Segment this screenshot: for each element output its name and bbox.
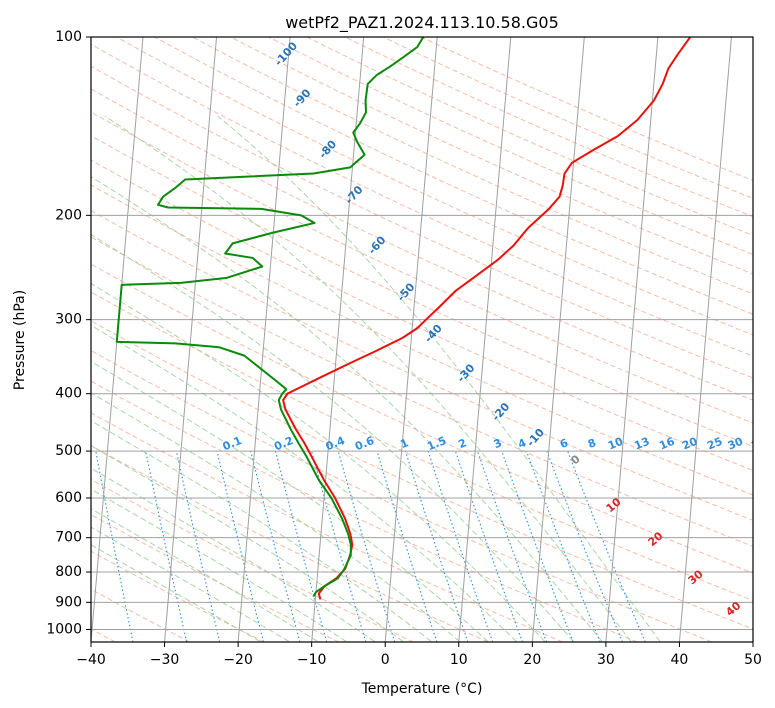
x-tick-label: 0 xyxy=(381,652,390,668)
mixing-ratio-label: 20 xyxy=(680,435,699,453)
dry-adiabat xyxy=(91,65,753,379)
dry-adiabat xyxy=(116,37,753,336)
axes: −40 −30 −20 −10 0 10 20 30 40 50 1000 900 800 700 600 5… xyxy=(46,29,762,668)
dry-adiabat xyxy=(192,37,753,295)
dewpoint-profile-line xyxy=(115,37,425,598)
x-tick-label: 30 xyxy=(597,652,615,668)
dry-adiabat xyxy=(91,380,638,642)
mixing-ratio-line xyxy=(250,450,301,642)
mixing-ratio-label: 13 xyxy=(632,435,651,453)
x-tick-label: −30 xyxy=(150,652,180,668)
dry-adiabat xyxy=(91,263,753,574)
plot-area: -100-90-80-70-60-50-40-30-20-10010203040… xyxy=(91,37,768,642)
x-tick-label: 50 xyxy=(744,652,762,668)
x-tick-label: 10 xyxy=(450,652,468,668)
mixing-ratio-label: 10 xyxy=(606,435,625,453)
mixing-ratio-label: 1 xyxy=(398,436,410,451)
x-tick-label: 20 xyxy=(523,652,541,668)
mixing-ratio-line xyxy=(145,450,188,642)
isotherm-gridline xyxy=(384,37,438,642)
moist-adiabat xyxy=(91,445,404,642)
x-tick-label: −40 xyxy=(76,652,106,668)
mixing-ratio-line xyxy=(311,450,367,642)
mixing-ratio-label: 8 xyxy=(586,436,598,451)
moist-adiabat xyxy=(91,360,489,642)
dry-adiabat xyxy=(91,291,753,602)
dry-adiabat xyxy=(91,43,753,357)
mixing-ratio-line xyxy=(216,450,265,642)
y-tick-label: 500 xyxy=(55,443,82,459)
mixing-ratio-label: 2 xyxy=(457,436,469,451)
temperature-profile-line xyxy=(282,37,692,600)
x-axis: −40 −30 −20 −10 0 10 20 30 40 50 xyxy=(76,642,762,668)
moist-adiabat xyxy=(91,324,517,642)
moist-adiabat xyxy=(91,488,347,642)
dry-adiabat xyxy=(91,349,712,642)
moist-adiabat xyxy=(217,115,661,642)
dry-adiabat xyxy=(91,184,753,496)
mixing-ratio-label: 36 xyxy=(749,435,768,453)
isobar-gridlines xyxy=(91,37,753,630)
moist-adiabat xyxy=(91,282,546,642)
dry-adiabat xyxy=(91,135,753,448)
moist-adiabat xyxy=(91,467,375,642)
chart-title: wetPf2_PAZ1.2024.113.10.58.G05 xyxy=(285,13,559,33)
moist-adiabat xyxy=(104,115,632,642)
moist-adiabat xyxy=(91,508,318,642)
mixing-ratio-line xyxy=(546,450,624,642)
dry-adiabat xyxy=(344,37,753,218)
moist-adiabat xyxy=(91,392,460,642)
x-tick-label: −20 xyxy=(223,652,253,668)
mixing-ratio-line xyxy=(501,450,574,642)
dry-adiabat xyxy=(91,320,753,630)
mixing-ratio-line xyxy=(427,450,494,642)
isotherm-gridline xyxy=(237,37,291,642)
x-axis-title: Temperature (°C) xyxy=(361,681,483,697)
mixing-ratio-line xyxy=(454,450,523,642)
mixing-ratio-line xyxy=(525,450,601,642)
dry-adiabat xyxy=(382,37,753,199)
y-tick-label: 1000 xyxy=(46,621,82,637)
y-axis: 1000 900 800 700 600 500 400 300 200 100 xyxy=(46,29,91,637)
moist-adiabats xyxy=(91,115,661,642)
mixing-ratio-line xyxy=(404,450,469,642)
y-tick-label: 400 xyxy=(55,386,82,402)
y-tick-label: 600 xyxy=(55,490,82,506)
dry-adiabat xyxy=(91,236,753,547)
isotherm-gridline xyxy=(458,37,512,642)
dry-adiabat xyxy=(154,37,753,315)
moist-adiabat xyxy=(91,420,432,642)
y-tick-label: 700 xyxy=(55,530,82,546)
mixing-ratio-line xyxy=(274,450,328,642)
x-tick-label: 40 xyxy=(671,652,689,668)
y-tick-label: 100 xyxy=(55,29,82,45)
isotherm-gridline xyxy=(605,37,659,642)
dry-adiabat xyxy=(306,37,753,236)
mixing-ratio-label: 30 xyxy=(726,435,745,453)
mixing-ratio-label: 16 xyxy=(657,435,676,453)
isotherm-gridline xyxy=(678,37,732,642)
y-tick-label: 300 xyxy=(55,312,82,328)
y-tick-label: 200 xyxy=(55,207,82,223)
y-tick-label: 800 xyxy=(55,564,82,580)
y-axis-title: Pressure (hPa) xyxy=(12,290,28,390)
isotherm-gridline xyxy=(164,37,218,642)
mixing-ratio-line xyxy=(477,450,548,642)
dry-adiabat xyxy=(91,88,753,401)
dry-adiabat xyxy=(91,210,753,521)
dry-adiabats xyxy=(91,37,753,642)
mixing-ratio-label: 25 xyxy=(705,435,724,453)
mixing-ratio-label: 3 xyxy=(492,436,504,451)
isotherm-gridline xyxy=(531,37,585,642)
mixing-ratio-line xyxy=(175,450,221,642)
mixing-ratio-line xyxy=(376,450,438,642)
plot-frame xyxy=(90,36,754,643)
moist-adiabat xyxy=(91,175,603,642)
moist-adiabat xyxy=(91,233,574,642)
y-tick-label: 900 xyxy=(55,594,82,610)
x-tick-label: −10 xyxy=(297,652,327,668)
